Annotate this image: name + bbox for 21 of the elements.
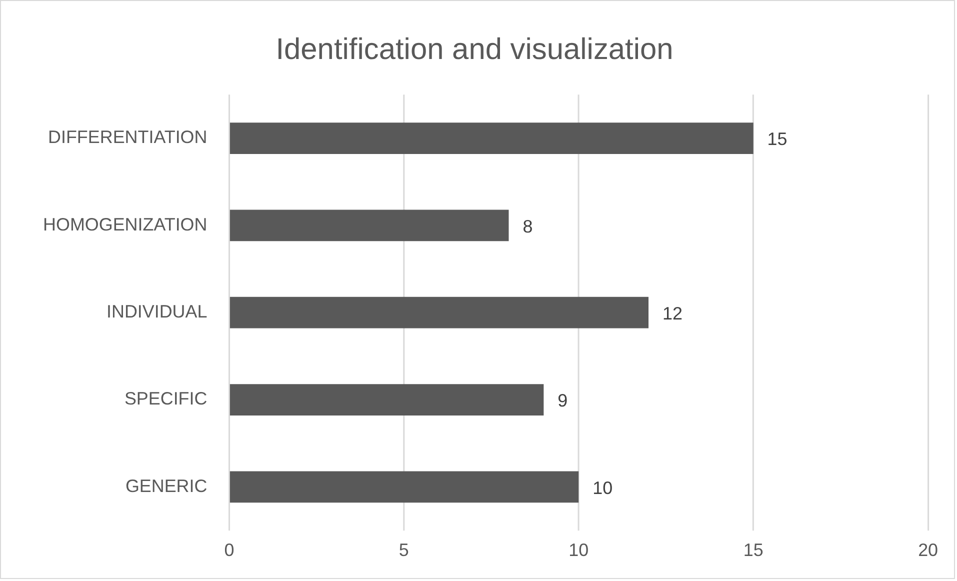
x-tick-label: 10 bbox=[568, 540, 589, 560]
chart-title: Identification and visualization bbox=[276, 33, 674, 66]
bar bbox=[230, 210, 509, 242]
y-tick-label: INDIVIDUAL bbox=[106, 302, 208, 322]
y-tick-label: DIFFERENTIATION bbox=[48, 127, 208, 148]
y-tick-label: GENERIC bbox=[125, 476, 208, 496]
bar bbox=[230, 471, 579, 503]
bar bbox=[230, 384, 544, 416]
data-label: 10 bbox=[592, 478, 613, 498]
x-tick-label: 0 bbox=[224, 540, 234, 560]
data-label: 12 bbox=[662, 304, 682, 324]
data-label: 15 bbox=[767, 129, 788, 150]
x-tick-label: 5 bbox=[398, 540, 409, 560]
y-tick-label: SPECIFIC bbox=[124, 388, 208, 409]
data-label: 9 bbox=[558, 390, 568, 411]
bar bbox=[230, 122, 754, 154]
data-label: 8 bbox=[522, 216, 533, 236]
bar bbox=[230, 296, 649, 328]
x-tick-label: 15 bbox=[743, 540, 764, 560]
y-tick-label: HOMOGENIZATION bbox=[43, 214, 208, 234]
x-tick-label: 20 bbox=[918, 540, 938, 560]
